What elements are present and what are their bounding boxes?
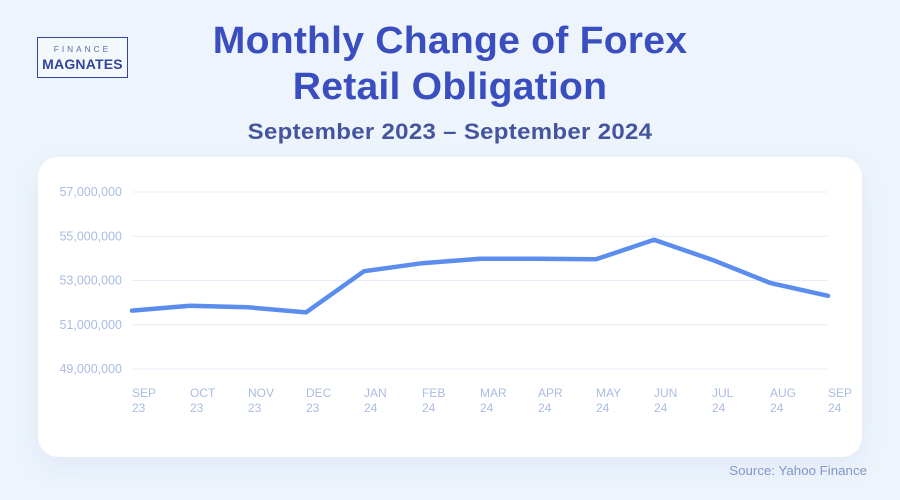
svg-text:APR: APR [538,386,563,400]
svg-text:MAY: MAY [596,386,621,400]
svg-text:24: 24 [422,401,436,415]
svg-text:24: 24 [712,401,726,415]
svg-text:23: 23 [190,401,204,415]
svg-text:57,000,000: 57,000,000 [59,185,122,199]
svg-text:SEP: SEP [132,386,156,400]
svg-text:AUG: AUG [770,386,796,400]
svg-text:NOV: NOV [248,386,274,400]
svg-text:SEP: SEP [828,386,852,400]
svg-text:23: 23 [132,401,146,415]
svg-text:24: 24 [538,401,552,415]
svg-text:24: 24 [364,401,378,415]
svg-text:24: 24 [596,401,610,415]
svg-text:JAN: JAN [364,386,387,400]
svg-text:OCT: OCT [190,386,216,400]
svg-text:MAR: MAR [480,386,507,400]
svg-text:24: 24 [828,401,842,415]
svg-text:53,000,000: 53,000,000 [59,274,122,288]
svg-text:49,000,000: 49,000,000 [59,362,122,376]
svg-text:24: 24 [770,401,784,415]
svg-text:DEC: DEC [306,386,332,400]
svg-text:JUL: JUL [712,386,734,400]
svg-text:55,000,000: 55,000,000 [59,229,122,243]
svg-text:JUN: JUN [654,386,677,400]
svg-text:24: 24 [654,401,668,415]
svg-text:23: 23 [248,401,262,415]
svg-text:FEB: FEB [422,386,445,400]
svg-text:51,000,000: 51,000,000 [59,318,122,332]
svg-text:24: 24 [480,401,494,415]
svg-text:23: 23 [306,401,320,415]
